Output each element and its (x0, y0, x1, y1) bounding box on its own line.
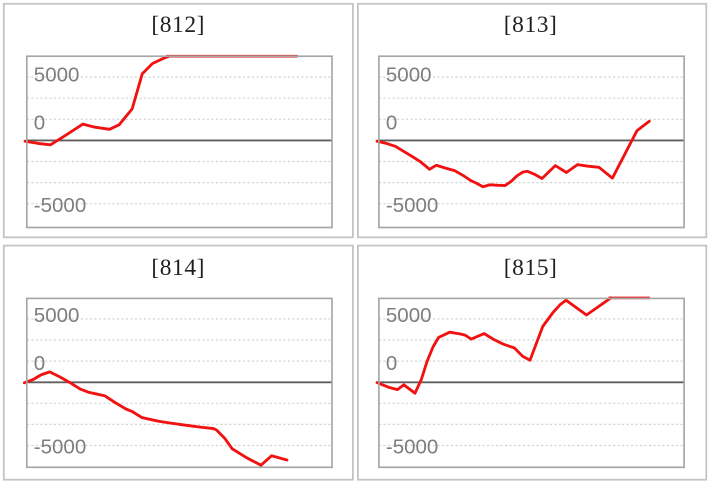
svg-text:[812]: [812] (151, 12, 205, 38)
svg-text:[815]: [815] (504, 255, 558, 281)
svg-text:[813]: [813] (504, 12, 558, 38)
svg-text:0: 0 (34, 352, 45, 375)
svg-text:5000: 5000 (34, 63, 80, 86)
svg-text:-5000: -5000 (34, 194, 86, 217)
svg-text:0: 0 (34, 111, 45, 134)
svg-text:-5000: -5000 (34, 435, 86, 458)
svg-text:-5000: -5000 (386, 194, 438, 217)
svg-text:0: 0 (386, 352, 397, 375)
svg-text:5000: 5000 (386, 63, 432, 86)
svg-text:5000: 5000 (386, 304, 432, 327)
svg-text:5000: 5000 (34, 304, 80, 327)
svg-text:[814]: [814] (151, 255, 205, 281)
svg-text:0: 0 (386, 111, 397, 134)
svg-text:-5000: -5000 (386, 435, 438, 458)
